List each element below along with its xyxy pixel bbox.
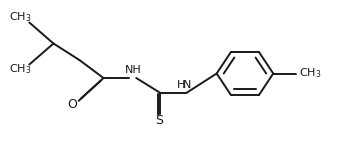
Text: CH$_3$: CH$_3$ [9,11,31,24]
Text: O: O [68,99,77,111]
Text: N: N [183,80,191,90]
Text: CH$_3$: CH$_3$ [299,67,322,80]
Text: NH: NH [125,65,142,75]
Text: S: S [155,114,164,127]
Text: H: H [177,80,185,90]
Text: CH$_3$: CH$_3$ [9,62,31,76]
